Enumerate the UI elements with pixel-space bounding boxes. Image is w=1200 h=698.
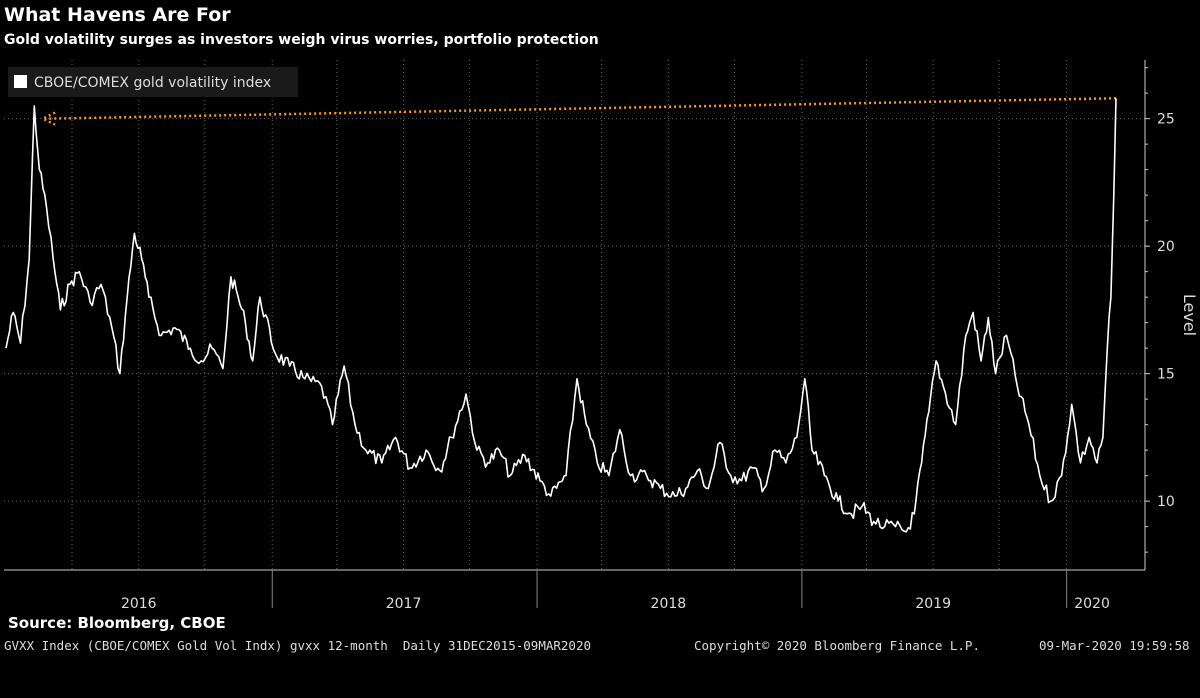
grid-lines bbox=[4, 60, 1145, 570]
footer-copyright: Copyright© 2020 Bloomberg Finance L.P. bbox=[694, 638, 980, 653]
axes: 10 15 20 25 Level 2016 2017 2018 2019 2020 bbox=[4, 60, 1199, 612]
annotation-arrow bbox=[40, 97, 1117, 126]
chart: 10 15 20 25 Level 2016 2017 2018 2019 2020 CBOE/C… bbox=[4, 60, 1199, 612]
legend-label: CBOE/COMEX gold volatility index bbox=[34, 75, 271, 91]
chart-subtitle: Gold volatility surges as investors weig… bbox=[4, 32, 599, 48]
x-tick-label: 2018 bbox=[651, 596, 687, 612]
chart-title: What Havens Are For bbox=[4, 4, 231, 26]
x-tick-label: 2017 bbox=[386, 596, 422, 612]
footer: GVXX Index (CBOE/COMEX Gold Vol Indx) gv… bbox=[4, 638, 1196, 698]
legend-swatch bbox=[14, 75, 27, 88]
y-tick-label: 20 bbox=[1157, 239, 1175, 255]
y-tick-label: 10 bbox=[1157, 494, 1175, 510]
series-group bbox=[5, 98, 1117, 533]
footer-timestamp: 09-Mar-2020 19:59:58 bbox=[1039, 638, 1190, 653]
y-tick-label: 25 bbox=[1157, 112, 1175, 128]
footer-left: GVXX Index (CBOE/COMEX Gold Vol Indx) gv… bbox=[4, 638, 591, 653]
annotation-line bbox=[48, 97, 1117, 120]
series-line bbox=[5, 98, 1117, 533]
x-tick-label: 2016 bbox=[121, 596, 157, 612]
y-tick-label: 15 bbox=[1157, 367, 1175, 383]
x-tick-label: 2019 bbox=[915, 596, 951, 612]
legend-box bbox=[8, 67, 298, 97]
legend: CBOE/COMEX gold volatility index bbox=[8, 67, 298, 97]
source-note: Source: Bloomberg, CBOE bbox=[8, 614, 226, 632]
x-tick-label: 2020 bbox=[1074, 596, 1110, 612]
y-axis-label: Level bbox=[1180, 294, 1199, 336]
